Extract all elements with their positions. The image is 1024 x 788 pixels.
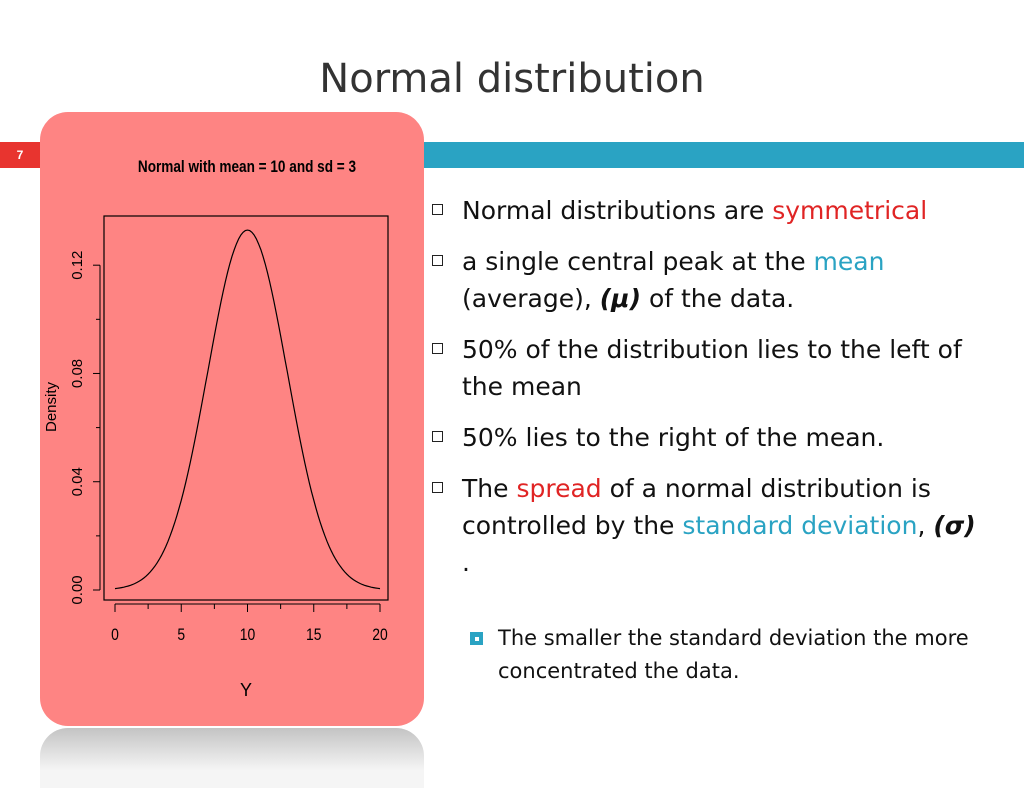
bullet-text: 50% of the distribution lies to the left… — [462, 335, 962, 401]
bullet-item: 50% of the distribution lies to the left… — [428, 331, 988, 405]
density-chart: Normal with mean = 10 and sd = 3 0 5 10 15 2… — [43, 158, 389, 700]
bullet-text: (μ) — [599, 284, 641, 313]
bullet-text: symmetrical — [772, 196, 928, 225]
slide-title: Normal distribution — [319, 56, 705, 102]
bullet-text: . — [462, 548, 470, 577]
x-axis-label: Y — [240, 680, 252, 700]
x-tick-label: 5 — [177, 626, 185, 645]
bullet-text: mean — [813, 247, 885, 276]
bullet-text: Normal distributions are — [462, 196, 773, 225]
bullet-list: Normal distributions are symmetrical a s… — [428, 192, 988, 595]
bullet-item: 50% lies to the right of the mean. — [428, 419, 988, 456]
bullet-text: of a normal distribution is controlled b… — [462, 474, 931, 540]
x-tick-label: 0 — [111, 626, 119, 645]
bullet-text: of the data. — [641, 284, 795, 313]
bullet-text: 50% lies to the right of the mean. — [462, 423, 885, 452]
bullet-text: standard deviation — [682, 511, 918, 540]
slide-number: 7 — [16, 148, 24, 162]
bullet-text: spread — [516, 474, 602, 503]
sub-bullet-item: The smaller the standard deviation the m… — [470, 622, 970, 688]
density-curve — [114, 229, 381, 590]
x-tick-label: 10 — [240, 626, 256, 645]
filled-square-bullet-icon — [470, 632, 483, 645]
bullet-item: Normal distributions are symmetrical — [428, 192, 988, 229]
y-tick-label: 0.08 — [69, 359, 86, 388]
x-axis: 0 5 10 15 20 — [111, 603, 388, 645]
hollow-square-bullet-icon — [432, 343, 443, 354]
x-tick-label: 15 — [306, 626, 321, 645]
hollow-square-bullet-icon — [432, 204, 443, 215]
header-band-red — [0, 142, 40, 168]
bullet-item: a single central peak at the mean (avera… — [428, 243, 988, 317]
hollow-square-bullet-icon — [432, 482, 443, 493]
bullet-text: a single central peak at the — [462, 247, 814, 276]
sub-bullet-list: The smaller the standard deviation the m… — [470, 622, 970, 688]
y-axis: 0.00 0.04 0.08 0.12 — [69, 251, 101, 605]
y-tick-label: 0.00 — [69, 575, 86, 604]
y-tick-label: 0.12 — [69, 251, 86, 280]
bullet-text: (average), — [462, 284, 600, 313]
bullet-item: The spread of a normal distribution is c… — [428, 470, 988, 581]
sub-bullet-text: The smaller the standard deviation the m… — [498, 626, 969, 683]
y-tick-label: 0.04 — [69, 467, 86, 496]
bullet-text: The — [462, 474, 517, 503]
plot-frame — [103, 215, 389, 601]
bullet-text: , — [917, 511, 934, 540]
chart-reflection — [40, 728, 424, 788]
header-band-blue — [422, 142, 1024, 168]
hollow-square-bullet-icon — [432, 431, 443, 442]
chart-title: Normal with mean = 10 and sd = 3 — [138, 158, 356, 177]
y-axis-label: Density — [43, 381, 60, 432]
bullet-text: (σ) — [933, 511, 976, 540]
hollow-square-bullet-icon — [432, 255, 443, 266]
x-tick-label: 20 — [372, 626, 388, 645]
